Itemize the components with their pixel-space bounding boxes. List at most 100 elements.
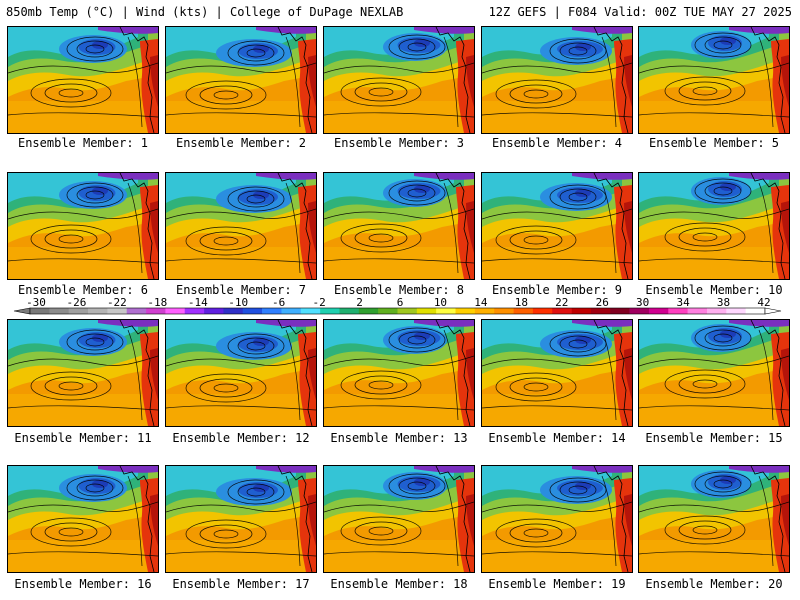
ensemble-map-panel xyxy=(7,465,159,573)
ensemble-map-panel xyxy=(165,319,317,427)
colorbar-segment xyxy=(242,308,263,314)
ensemble-map-panel xyxy=(323,172,475,280)
ensemble-map-panel xyxy=(165,172,317,280)
colorbar-segment xyxy=(610,308,630,314)
colorbar-tick-label: 34 xyxy=(676,296,690,309)
ensemble-map-panel xyxy=(323,26,475,134)
colorbar-segment xyxy=(726,308,746,314)
ensemble-member-label: Ensemble Member: 1 xyxy=(17,136,149,150)
ensemble-member-label: Ensemble Member: 19 xyxy=(488,577,626,591)
temperature-wind-map xyxy=(166,320,316,426)
temperature-wind-map xyxy=(324,466,474,572)
colorbar-segment xyxy=(223,308,244,314)
temperature-wind-map xyxy=(639,173,789,279)
colorbar-tick-label: -22 xyxy=(107,296,127,309)
temperature-wind-map xyxy=(482,173,632,279)
colorbar-segment xyxy=(706,308,727,314)
colorbar-segment xyxy=(474,308,495,314)
colorbar-tick-label: 14 xyxy=(474,296,488,309)
temperature-colorbar: -30 -26 -22 -18 -14 -10 -6 -2 2 6 10 14 18 22 26 30 34 38… xyxy=(13,296,782,315)
colorbar-segment xyxy=(49,308,69,314)
temperature-wind-map xyxy=(166,173,316,279)
colorbar-segment xyxy=(107,308,128,314)
ensemble-member-label: Ensemble Member: 3 xyxy=(333,136,465,150)
colorbar-tick-label: 38 xyxy=(717,296,730,309)
colorbar-tick-label: -26 xyxy=(67,296,87,309)
colorbar-tick-label: 2 xyxy=(356,296,363,309)
temperature-wind-map xyxy=(324,320,474,426)
ensemble-member-label: Ensemble Member: 18 xyxy=(330,577,468,591)
colorbar-segment xyxy=(358,308,379,314)
ensemble-member-label: Ensemble Member: 2 xyxy=(175,136,307,150)
colorbar-tick-label: 6 xyxy=(397,296,404,309)
colorbar-segment xyxy=(262,308,282,314)
temperature-wind-map xyxy=(639,320,789,426)
temperature-wind-map xyxy=(166,27,316,133)
temperature-wind-map xyxy=(482,320,632,426)
temperature-wind-map xyxy=(324,27,474,133)
colorbar-right-arrow xyxy=(764,307,782,315)
colorbar-segment xyxy=(532,308,553,314)
map-title: 850mb Temp (°C) | Wind (kts) | College o… xyxy=(6,5,404,19)
colorbar-tick-label: 10 xyxy=(434,296,447,309)
colorbar-segment xyxy=(552,308,572,314)
colorbar-segment xyxy=(668,308,688,314)
colorbar-segment xyxy=(320,308,340,314)
ensemble-member-label: Ensemble Member: 6 xyxy=(17,283,149,297)
colorbar-tick-label: 18 xyxy=(515,296,528,309)
colorbar-segment xyxy=(455,308,476,314)
temperature-wind-map xyxy=(639,466,789,572)
temperature-wind-map xyxy=(639,27,789,133)
temperature-wind-map xyxy=(8,320,158,426)
ensemble-member-label: Ensemble Member: 13 xyxy=(330,431,468,445)
ensemble-member-label: Ensemble Member: 15 xyxy=(645,431,783,445)
colorbar-segment xyxy=(339,308,360,314)
colorbar-segment xyxy=(88,308,108,314)
colorbar-segment xyxy=(184,308,205,314)
ensemble-member-label: Ensemble Member: 14 xyxy=(488,431,626,445)
colorbar-segment xyxy=(397,308,418,314)
ensemble-map-panel xyxy=(323,465,475,573)
colorbar-segment xyxy=(281,308,302,314)
colorbar-segment xyxy=(204,308,224,314)
ensemble-member-label: Ensemble Member: 4 xyxy=(491,136,623,150)
temperature-wind-map xyxy=(482,466,632,572)
ensemble-member-label: Ensemble Member: 12 xyxy=(172,431,310,445)
temperature-wind-map xyxy=(166,466,316,572)
ensemble-member-label: Ensemble Member: 10 xyxy=(645,283,783,297)
ensemble-map-panel xyxy=(481,26,633,134)
ensemble-map-panel xyxy=(165,465,317,573)
colorbar-segment xyxy=(571,308,592,314)
ensemble-map-panel xyxy=(638,319,790,427)
colorbar-segment xyxy=(165,308,186,314)
ensemble-member-label: Ensemble Member: 5 xyxy=(648,136,780,150)
colorbar-tick-label: 22 xyxy=(555,296,568,309)
ensemble-member-label: Ensemble Member: 7 xyxy=(175,283,307,297)
ensemble-map-panel xyxy=(7,26,159,134)
ensemble-member-label: Ensemble Member: 8 xyxy=(333,283,465,297)
model-run-info: 12Z GEFS | F084 Valid: 00Z TUE MAY 27 20… xyxy=(488,5,792,19)
ensemble-map-panel xyxy=(638,465,790,573)
ensemble-map-panel xyxy=(481,319,633,427)
ensemble-map-panel xyxy=(638,172,790,280)
temperature-wind-map xyxy=(8,466,158,572)
colorbar-segment xyxy=(146,308,166,314)
colorbar-tick-label: 26 xyxy=(596,296,609,309)
colorbar-segment xyxy=(416,308,437,314)
colorbar-segment xyxy=(513,308,534,314)
colorbar-tick-label: 30 xyxy=(636,296,649,309)
ensemble-map-panel xyxy=(481,465,633,573)
colorbar-tick-label: -2 xyxy=(312,296,325,309)
ensemble-member-label: Ensemble Member: 20 xyxy=(645,577,783,591)
colorbar-segment xyxy=(648,308,669,314)
colorbar-segment xyxy=(436,308,456,314)
colorbar-segment xyxy=(687,308,708,314)
colorbar-segment xyxy=(745,308,766,314)
colorbar-tick-label: -18 xyxy=(147,296,167,309)
colorbar-tick-label: -14 xyxy=(188,296,208,309)
temperature-wind-map xyxy=(8,173,158,279)
ensemble-map-panel xyxy=(638,26,790,134)
temperature-wind-map xyxy=(482,27,632,133)
temperature-wind-map xyxy=(324,173,474,279)
temperature-wind-map xyxy=(8,27,158,133)
